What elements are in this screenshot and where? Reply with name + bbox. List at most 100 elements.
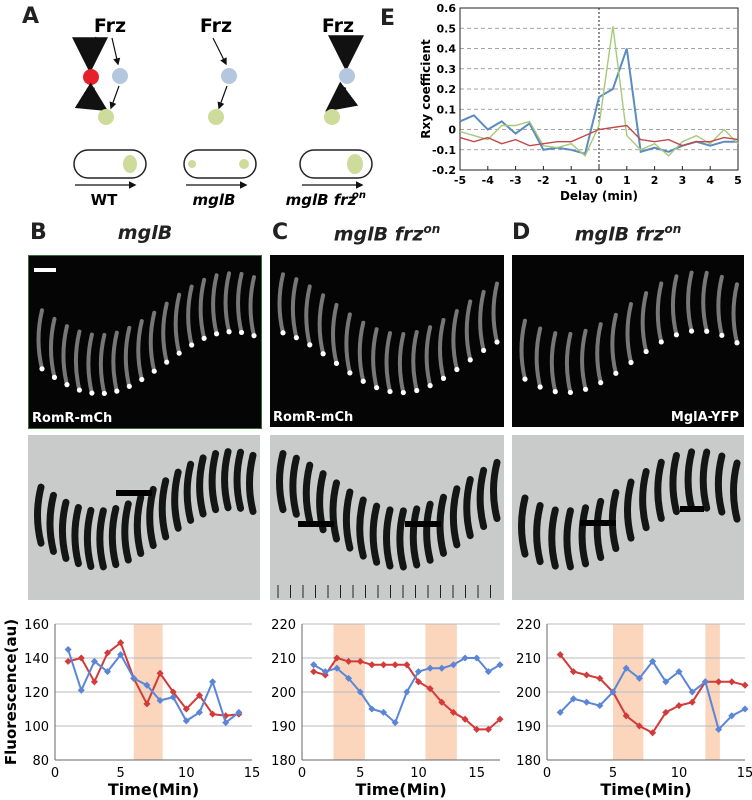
cell-pole-signal: [139, 376, 145, 383]
strain-label-wt: WT: [91, 191, 119, 209]
cell-pole-signal: [114, 388, 120, 394]
cell-pole-signal: [189, 342, 195, 348]
data-point: [688, 688, 696, 696]
cell-body: [518, 494, 529, 558]
y-tick-label: 220: [271, 618, 296, 633]
cell-body: [276, 450, 287, 514]
cell-track-body: [564, 331, 573, 395]
cell-body: [71, 503, 82, 568]
data-point: [209, 678, 217, 686]
cell-body: [158, 477, 170, 541]
scale-bar: [680, 506, 704, 512]
cell-track-body: [36, 308, 44, 371]
cell-body: [96, 507, 107, 571]
cell-body: [714, 452, 726, 516]
red-to-green-arrow: [74, 82, 109, 112]
cell-track-body: [701, 270, 709, 334]
cell-pole-signal: [176, 350, 182, 356]
data-point: [156, 669, 164, 677]
strain-label-mglb-frzon: mglB frz: [286, 191, 357, 209]
fluorescence-chart-d: 180 190 200 210 220 0 5 10 15 Time(Min): [516, 618, 752, 799]
x-tick-label: 10: [410, 766, 427, 781]
cell-pole-signal: [360, 378, 366, 384]
green-protein-dot: [208, 109, 224, 125]
data-point: [77, 686, 85, 694]
micrograph-d: MglA-YFP: [512, 255, 744, 427]
cell-body: [490, 458, 501, 523]
series-line: [459, 26, 739, 157]
cell-body: [233, 448, 245, 512]
cell-track-body: [464, 299, 473, 362]
cell-body: [578, 504, 590, 568]
data-point: [496, 661, 504, 669]
cell-body: [83, 506, 95, 570]
frz-arrow-thick: [72, 36, 109, 74]
cell-track-body: [317, 293, 326, 356]
marker-label-d: MglA-YFP: [670, 410, 739, 425]
cell-body: [329, 479, 340, 543]
y-tick-label: -0.1: [432, 144, 456, 157]
cell-pole-signal: [598, 380, 604, 386]
cell-pole-signal: [494, 339, 500, 345]
data-point: [77, 654, 85, 662]
micrograph-b: RomR-mCh: [28, 255, 262, 429]
data-point: [403, 688, 411, 696]
y-tick-label: 0: [448, 124, 456, 137]
brightfield-cells-d: [518, 448, 741, 571]
data-point: [728, 678, 736, 686]
panel-d-title: mglB frzon: [574, 222, 682, 246]
cell-track-body: [478, 289, 486, 353]
cell-track-body: [549, 331, 558, 394]
y-tick-label: 220: [516, 618, 541, 633]
cell-track-body: [331, 302, 339, 366]
cell-pole-signal: [201, 335, 207, 341]
cell-track-body: [580, 328, 588, 392]
cell-track-body: [186, 284, 194, 347]
cell-track-c: [277, 272, 500, 396]
cell-track-body: [491, 281, 499, 345]
data-point: [64, 645, 72, 654]
cell-track-body: [655, 281, 664, 344]
cell-body: [183, 460, 195, 524]
data-point: [414, 678, 423, 686]
green-protein-dot: [324, 109, 340, 125]
cell-pole-signal: [238, 329, 245, 336]
micrograph-c: RomR-mCh: [270, 255, 504, 427]
cell-track-body: [111, 330, 119, 394]
cell-pole-signal: [76, 387, 83, 393]
cell-pole-signal: [64, 382, 70, 388]
cell-track-body: [344, 312, 352, 375]
cell-track-body: [424, 325, 433, 388]
y-tick-label: 210: [516, 652, 541, 667]
cell-pole-signal: [440, 375, 447, 381]
brightfield-cells-c: [276, 450, 501, 598]
cell-pole-signal: [454, 366, 460, 373]
x-tick-label: 2: [651, 174, 659, 187]
cell-body: [302, 461, 314, 525]
x-axis-label: Time(Min): [108, 780, 199, 799]
y-tick-label: 100: [24, 720, 49, 735]
x-tick-label: 5: [609, 766, 617, 781]
cell-body: [396, 507, 407, 571]
cell-body: [684, 448, 696, 512]
cell-pole-signal: [101, 390, 107, 397]
y-tick-label: 0.5: [437, 22, 457, 35]
cell-track-body: [686, 270, 694, 334]
cell-pole-signal: [628, 359, 634, 366]
x-tick-label: -1: [565, 174, 577, 187]
cell-track-body: [136, 319, 144, 382]
cell-track-body: [123, 325, 132, 389]
cell-body: [58, 498, 70, 562]
series-line: [67, 649, 240, 725]
data-point: [156, 696, 164, 705]
cell-body: [171, 468, 182, 532]
cell-pole-signal: [374, 385, 380, 391]
cell-pole-signal: [347, 370, 353, 376]
cell-track-body: [73, 329, 82, 393]
x-tick-label: 1: [623, 174, 631, 187]
cell-pole-signal: [126, 383, 132, 389]
cell-track-body: [86, 332, 94, 396]
frz-label-wt: Frz: [94, 15, 126, 37]
correlation-chart: -0.2 -0.1 0 0.1 0.2 0.3 0.4 0.5 0.6 -5 -4 -3 -2 -1 0 1 2…: [419, 2, 742, 203]
cell-body: [639, 468, 650, 532]
